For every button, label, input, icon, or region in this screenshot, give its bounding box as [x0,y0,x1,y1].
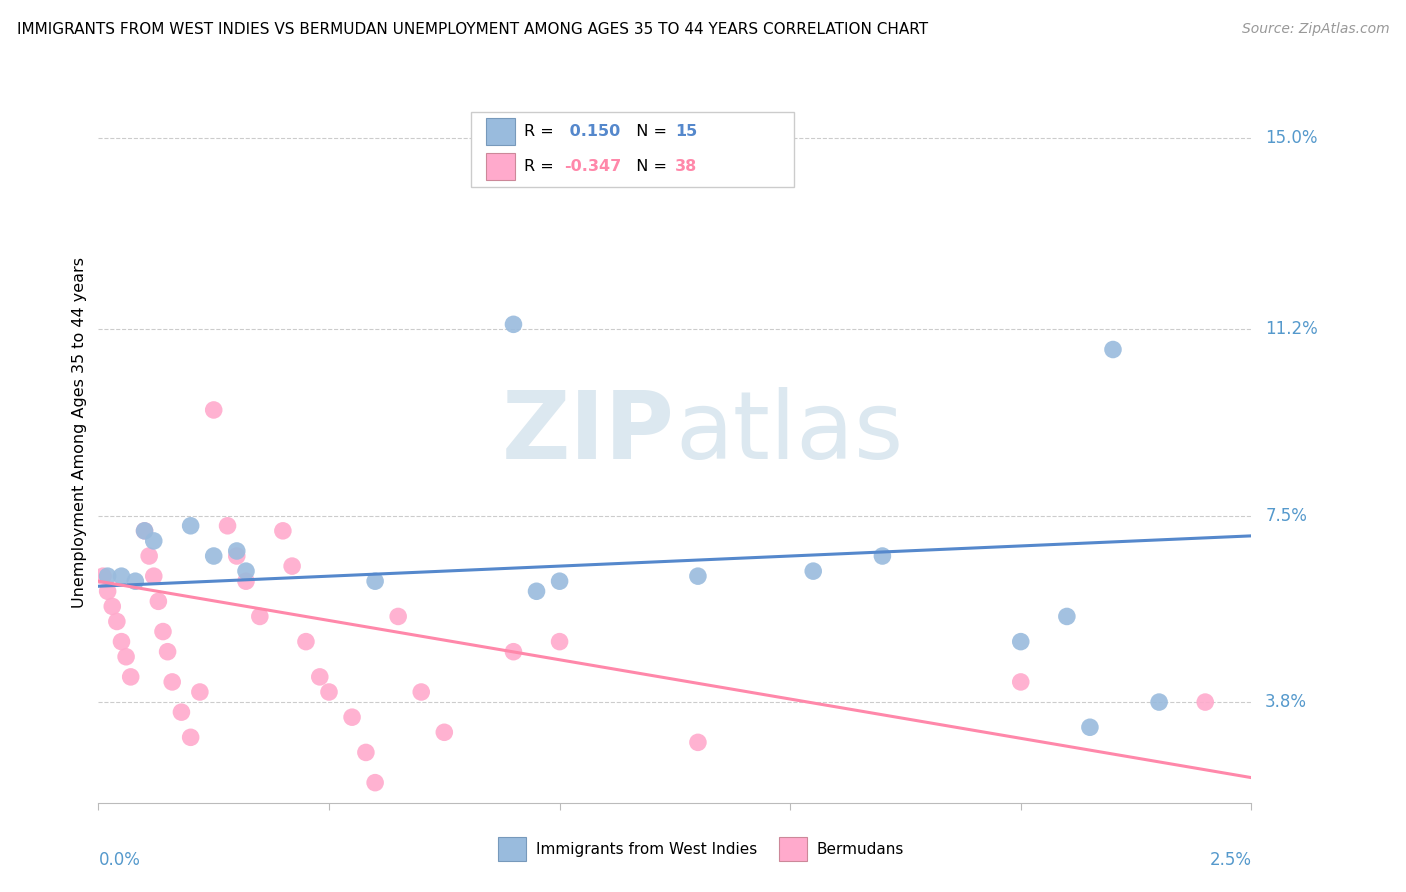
Point [548,634,571,648]
Point [134,524,156,538]
Point [235,574,257,589]
Point [364,775,387,789]
Point [142,533,165,548]
Point [156,645,179,659]
Point [138,549,160,563]
Point [411,685,433,699]
Point [120,670,142,684]
Point [225,544,247,558]
Point [340,710,363,724]
Point [101,599,124,614]
Point [97,584,120,599]
Point [124,574,146,589]
Text: R =: R = [524,124,560,138]
Text: 0.150: 0.150 [564,124,620,138]
Text: Immigrants from West Indies: Immigrants from West Indies [536,842,756,856]
Text: atlas: atlas [675,386,903,479]
Text: 11.2%: 11.2% [1265,320,1317,338]
Text: 7.5%: 7.5% [1265,507,1308,524]
Point [180,518,202,533]
Point [202,549,225,563]
Point [91,569,114,583]
Point [318,685,340,699]
Point [1010,674,1032,689]
Point [308,670,330,684]
Text: 0.0%: 0.0% [98,851,141,869]
Point [249,609,271,624]
Text: -0.347: -0.347 [564,160,621,174]
Point [271,524,294,538]
Point [281,559,304,574]
Text: 38: 38 [675,160,697,174]
Point [1194,695,1216,709]
Text: 2.5%: 2.5% [1209,851,1251,869]
Point [225,549,247,563]
Point [686,569,709,583]
Point [1102,343,1125,357]
Point [1010,634,1032,648]
Point [433,725,456,739]
Text: Bermudans: Bermudans [817,842,904,856]
Point [148,594,170,608]
Text: N =: N = [626,124,672,138]
Point [526,584,548,599]
Point [202,403,225,417]
Point [548,574,571,589]
Point [502,318,524,332]
Text: ZIP: ZIP [502,386,675,479]
Text: Source: ZipAtlas.com: Source: ZipAtlas.com [1241,22,1389,37]
Point [872,549,894,563]
Point [160,674,183,689]
Text: 15: 15 [675,124,697,138]
Point [115,649,138,664]
Point [1078,720,1101,734]
Y-axis label: Unemployment Among Ages 35 to 44 years: Unemployment Among Ages 35 to 44 years [72,257,87,608]
Point [152,624,174,639]
Point [217,518,239,533]
Point [134,524,156,538]
Point [110,569,132,583]
Point [105,615,128,629]
Text: 3.8%: 3.8% [1265,693,1308,711]
Text: 15.0%: 15.0% [1265,129,1317,147]
Point [387,609,409,624]
Point [364,574,387,589]
Text: N =: N = [626,160,672,174]
Point [295,634,318,648]
Point [801,564,824,578]
Point [180,731,202,745]
Point [502,645,524,659]
Point [1147,695,1170,709]
Point [170,705,193,719]
Point [110,634,132,648]
Text: IMMIGRANTS FROM WEST INDIES VS BERMUDAN UNEMPLOYMENT AMONG AGES 35 TO 44 YEARS C: IMMIGRANTS FROM WEST INDIES VS BERMUDAN … [17,22,928,37]
Point [686,735,709,749]
Point [1056,609,1078,624]
Point [97,569,120,583]
Text: R =: R = [524,160,560,174]
Point [235,564,257,578]
Point [188,685,211,699]
Point [354,746,377,760]
Point [142,569,165,583]
